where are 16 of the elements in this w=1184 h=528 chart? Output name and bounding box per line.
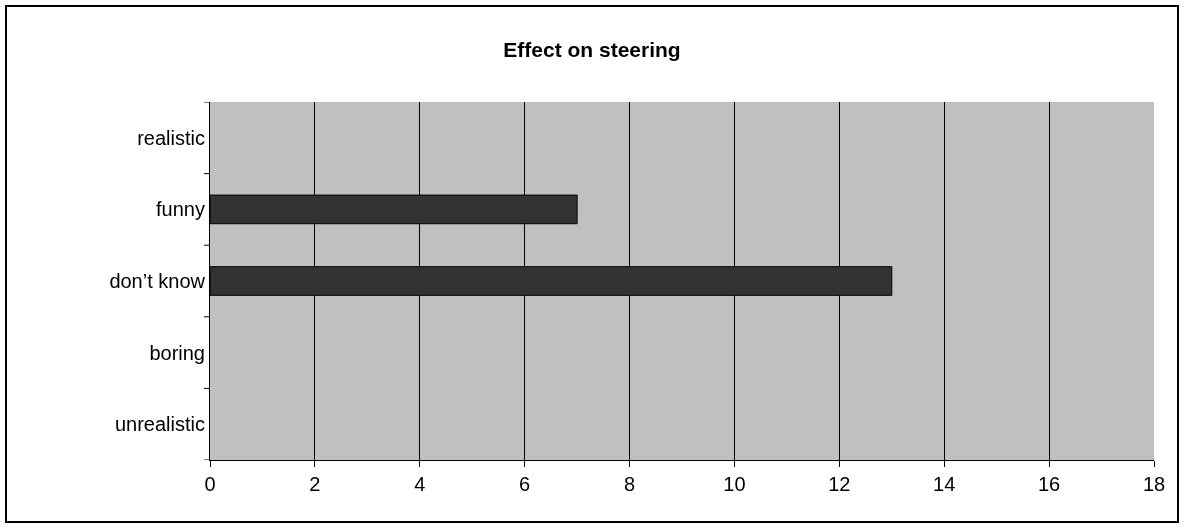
x-tick-label: 0 xyxy=(204,473,216,495)
x-tick-label: 12 xyxy=(828,473,851,495)
x-tick-label: 2 xyxy=(309,473,321,495)
y-tick-label: funny xyxy=(156,198,205,221)
x-tick-label: 6 xyxy=(519,473,531,495)
y-tick-label: boring xyxy=(149,341,205,364)
x-tick-label: 4 xyxy=(414,473,426,495)
y-tick-label: realistic xyxy=(137,126,205,149)
y-tick-label: unrealistic xyxy=(114,413,205,436)
x-tick-label: 16 xyxy=(1037,473,1061,495)
x-tick-label: 10 xyxy=(723,473,746,495)
x-tick-label: 8 xyxy=(624,473,636,495)
chart-title: Effect on steering xyxy=(503,38,681,62)
x-tick-label: 18 xyxy=(1142,473,1166,495)
x-tick-label: 14 xyxy=(933,473,956,495)
y-tick-label: don’t know xyxy=(109,270,206,292)
